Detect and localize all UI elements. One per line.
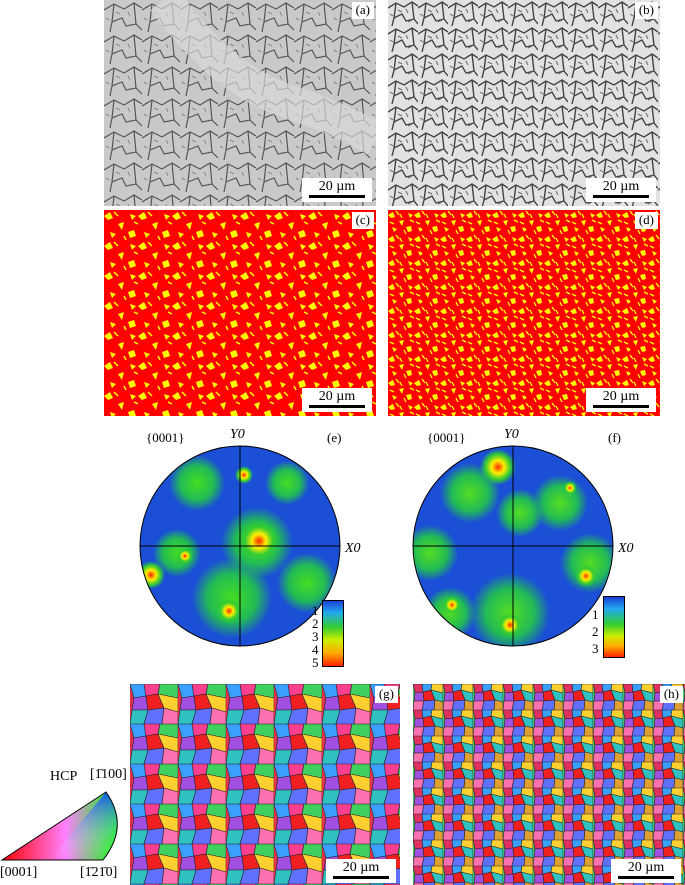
- panel-label-e: (e): [327, 430, 342, 445]
- ipf-map-g: (g) 20 µm: [130, 684, 400, 885]
- y0-axis-label-f: Y0: [504, 427, 519, 442]
- pole-plane-label-f: {0001}: [427, 430, 466, 445]
- ipf-map-h-image: [413, 684, 685, 885]
- phase-map-d-image: [388, 210, 660, 416]
- colorbar-f-label-2: 2: [592, 624, 599, 639]
- micrograph-a: (a) 20 µm: [104, 0, 376, 206]
- pole-figure-f: [412, 445, 614, 647]
- scale-bar-line: [593, 195, 649, 198]
- scale-bar-h: 20 µm: [611, 859, 681, 883]
- ipf-map-h: (h) 20 µm: [413, 684, 685, 885]
- panel-label-b: (b): [634, 2, 658, 19]
- panel-label-h: (h): [659, 686, 683, 703]
- pole-figure-e: [139, 445, 341, 647]
- scale-bar-g: 20 µm: [326, 859, 396, 883]
- y0-axis-label-e: Y0: [230, 427, 245, 442]
- colorbar-e-label-3: 3: [312, 629, 319, 644]
- ipf-key-right: [1̄21̄0]: [80, 865, 118, 880]
- panel-label-f: (f): [608, 430, 621, 445]
- phase-map-c-image: [104, 210, 376, 416]
- ipf-map-g-image: [130, 684, 400, 885]
- scale-bar-line: [593, 405, 649, 408]
- panel-label-c: (c): [351, 212, 374, 229]
- colorbar-e-label-1: 1: [312, 603, 319, 618]
- phase-map-c: (c) 20 µm: [104, 210, 376, 416]
- colorbar-f-label-1: 1: [592, 607, 599, 622]
- colorbar-f: [603, 596, 625, 658]
- colorbar-e-label-5: 5: [312, 655, 319, 670]
- x0-axis-label-e: X0: [345, 541, 361, 556]
- scale-bar-line: [618, 876, 674, 879]
- scale-bar-label: 20 µm: [318, 179, 356, 194]
- panel-label-d: (d): [634, 212, 658, 229]
- scale-bar-label: 20 µm: [602, 389, 640, 404]
- micrograph-a-image: [104, 0, 376, 206]
- scale-bar-c: 20 µm: [302, 388, 372, 412]
- colorbar-e-label-2: 2: [312, 616, 319, 631]
- scale-bar-line: [333, 876, 389, 879]
- colorbar-e-label-4: 4: [312, 642, 319, 657]
- pole-plane-label-e: {0001}: [146, 430, 185, 445]
- scale-bar-label: 20 µm: [342, 860, 380, 875]
- scale-bar-label: 20 µm: [318, 389, 356, 404]
- scale-bar-line: [309, 195, 365, 198]
- ipf-key-triangle: [0, 791, 118, 861]
- scale-bar-a: 20 µm: [302, 178, 372, 202]
- scale-bar-line: [309, 405, 365, 408]
- colorbar-e: [322, 600, 344, 667]
- scale-bar-label: 20 µm: [602, 179, 640, 194]
- scale-bar-b: 20 µm: [586, 178, 656, 202]
- micrograph-b: (b) 20 µm: [388, 0, 660, 206]
- ipf-key-top: [1̄100]: [90, 767, 127, 782]
- ipf-key-title: HCP: [50, 769, 78, 784]
- ipf-key-left: [0001]: [0, 865, 38, 880]
- colorbar-f-label-3: 3: [592, 641, 599, 656]
- x0-axis-label-f: X0: [618, 541, 634, 556]
- scale-bar-label: 20 µm: [627, 860, 665, 875]
- panel-label-g: (g): [374, 686, 398, 703]
- phase-map-d: (d) 20 µm: [388, 210, 660, 416]
- panel-label-a: (a): [351, 2, 374, 19]
- scale-bar-d: 20 µm: [586, 388, 656, 412]
- micrograph-b-image: [388, 0, 660, 206]
